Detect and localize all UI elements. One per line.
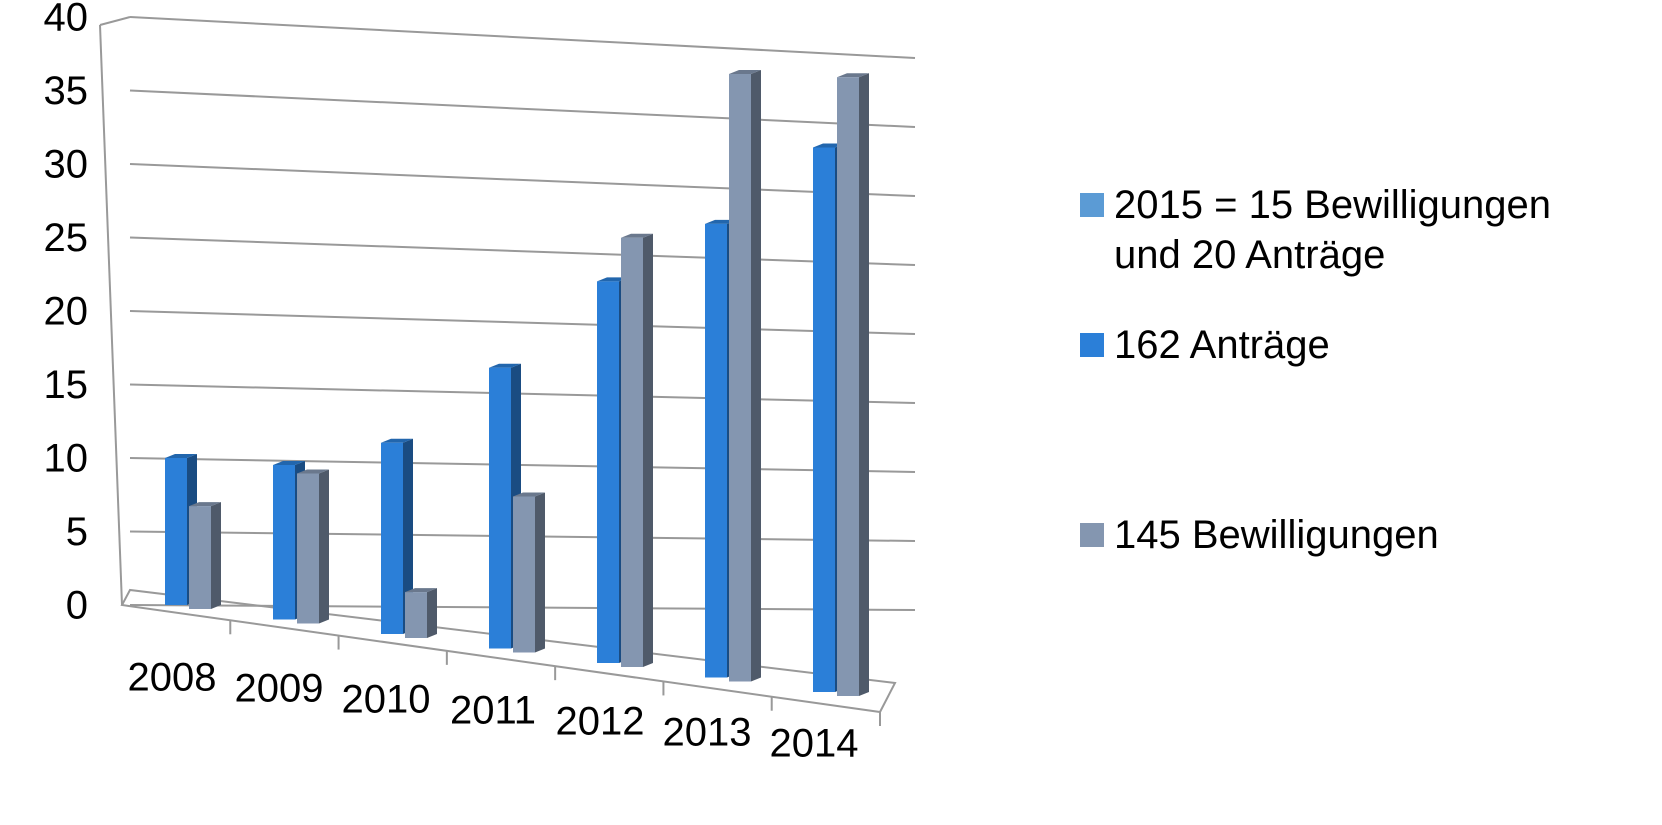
x-tick-label: 2008 (128, 656, 217, 700)
bar-top (189, 502, 221, 507)
bar-top (621, 233, 653, 238)
wall-edge (99, 16, 131, 26)
grid-line (129, 16, 916, 59)
bar (597, 281, 619, 663)
y-tick-label: 40 (44, 0, 89, 40)
x-tick-label: 2013 (663, 711, 752, 755)
grid-line (129, 457, 916, 473)
grid-line (129, 383, 916, 404)
x-tick-label: 2012 (556, 700, 645, 744)
bar-side (643, 233, 653, 667)
bar (621, 237, 643, 667)
y-tick-label: 30 (44, 143, 89, 187)
y-tick-label: 25 (44, 216, 89, 260)
legend-label: 145 Bewilligungen (1114, 513, 1439, 557)
bar (813, 147, 835, 692)
y-tick-label: 15 (44, 363, 89, 407)
legend-item: 2015 = 15 Bewilligungen und 20 Anträge (1080, 180, 1560, 280)
bar (189, 506, 211, 609)
bar (705, 223, 727, 678)
legend: 2015 = 15 Bewilligungen und 20 Anträge 16… (1080, 180, 1560, 560)
legend-label: 162 Anträge (1114, 323, 1330, 367)
bar-top (729, 70, 761, 74)
bar (405, 592, 427, 638)
bar-side (859, 73, 869, 696)
y-tick-label: 0 (66, 584, 88, 628)
bar-top (381, 438, 413, 443)
bar-top (489, 363, 521, 368)
legend-swatch (1080, 333, 1104, 357)
x-tick-label: 2010 (342, 678, 431, 722)
plot: 0 5 10 15 20 25 30 35 40 2008 2009 2010 2011 2012 2013… (44, 0, 916, 766)
bar-side (427, 588, 437, 638)
legend-swatch (1080, 523, 1104, 547)
y-tick-label: 35 (44, 69, 89, 113)
grid-line (129, 310, 916, 335)
bar (837, 77, 859, 696)
bar (273, 465, 295, 620)
legend-swatch (1080, 193, 1104, 217)
legend-item: 162 Anträge (1080, 320, 1560, 370)
y-tick-label: 20 (44, 290, 89, 334)
bar-side (751, 70, 761, 682)
bar-top (837, 73, 869, 78)
floor (120, 588, 897, 714)
bar-top (513, 492, 545, 497)
y-axis (99, 24, 123, 606)
y-tick-label: 5 (66, 510, 88, 554)
legend-item: 145 Bewilligungen (1080, 510, 1560, 560)
legend-label: 2015 = 15 Bewilligungen und 20 Anträge (1114, 183, 1552, 277)
x-tick-label: 2009 (235, 667, 324, 711)
bar (381, 442, 403, 634)
bar-side (319, 469, 329, 624)
bar-side (211, 502, 221, 609)
bar-top (165, 454, 197, 458)
grid-line (129, 163, 916, 197)
y-tick-label: 10 (44, 437, 89, 481)
bar (165, 458, 187, 605)
x-tick-label: 2014 (770, 722, 859, 766)
bar-top (405, 588, 437, 593)
x-tick-label: 2011 (450, 689, 536, 733)
bar-top (297, 469, 329, 474)
bar (513, 496, 535, 653)
bar-side (403, 438, 413, 634)
bar-side (535, 492, 545, 653)
bar (729, 74, 751, 682)
grid-line (129, 89, 916, 128)
bar-top (273, 461, 305, 465)
bar (297, 473, 319, 624)
bar (489, 367, 511, 649)
grid-line (129, 236, 916, 266)
